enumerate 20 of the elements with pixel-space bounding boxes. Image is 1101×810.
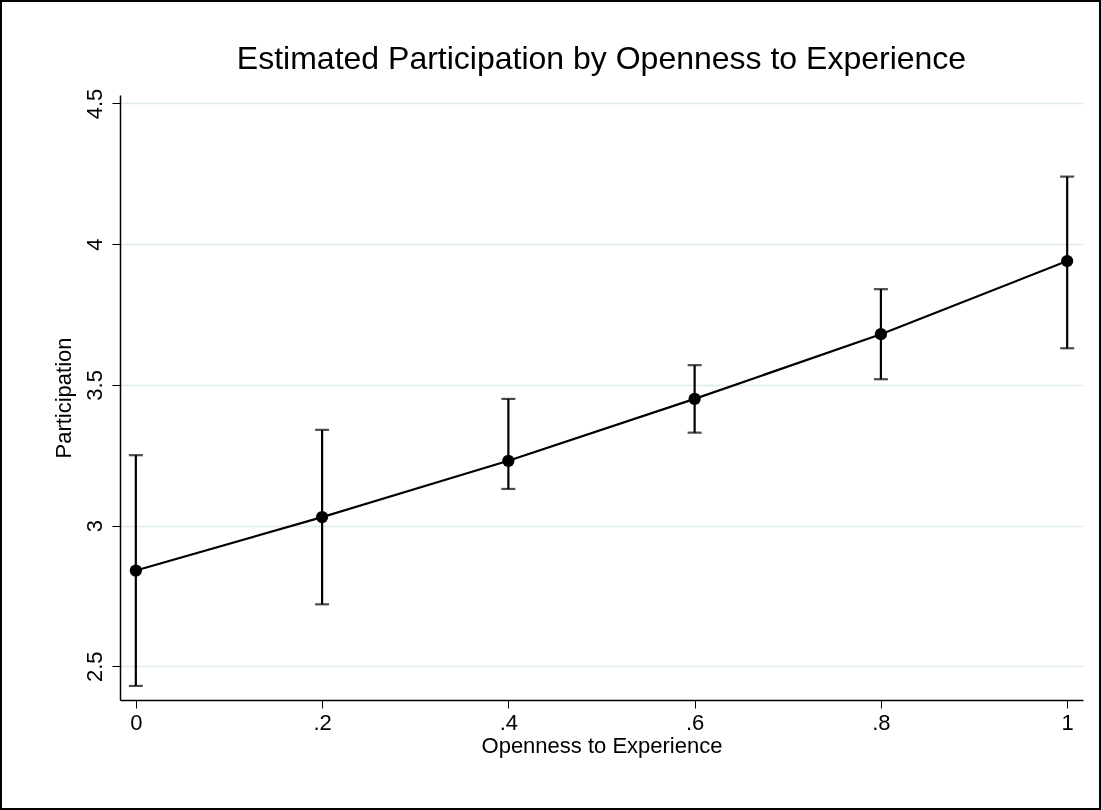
y-tick-label: 2.5 <box>81 651 107 683</box>
point <box>502 454 515 467</box>
x-tick-label: .4 <box>499 709 519 735</box>
x-tick-label: .8 <box>872 709 891 735</box>
y-axis-title: Participation <box>50 337 76 459</box>
point <box>688 392 701 406</box>
y-tick-label: 4.5 <box>81 88 107 120</box>
point <box>874 328 888 341</box>
y-tick-label: 3 <box>81 519 107 533</box>
point <box>1061 254 1074 268</box>
y-tick-label: 3.5 <box>81 370 107 401</box>
x-tick-label: .2 <box>313 709 332 735</box>
point <box>129 564 142 577</box>
x-tick-label: 1 <box>1061 709 1074 735</box>
x-tick-label: 0 <box>130 709 143 735</box>
y-tick-label: 4 <box>81 238 107 251</box>
x-axis-title: Openness to Experience <box>481 732 723 758</box>
x-tick-label: .6 <box>685 709 705 735</box>
point <box>315 510 329 524</box>
chart-title: Estimated Participation by Openness to Experience <box>236 40 967 77</box>
